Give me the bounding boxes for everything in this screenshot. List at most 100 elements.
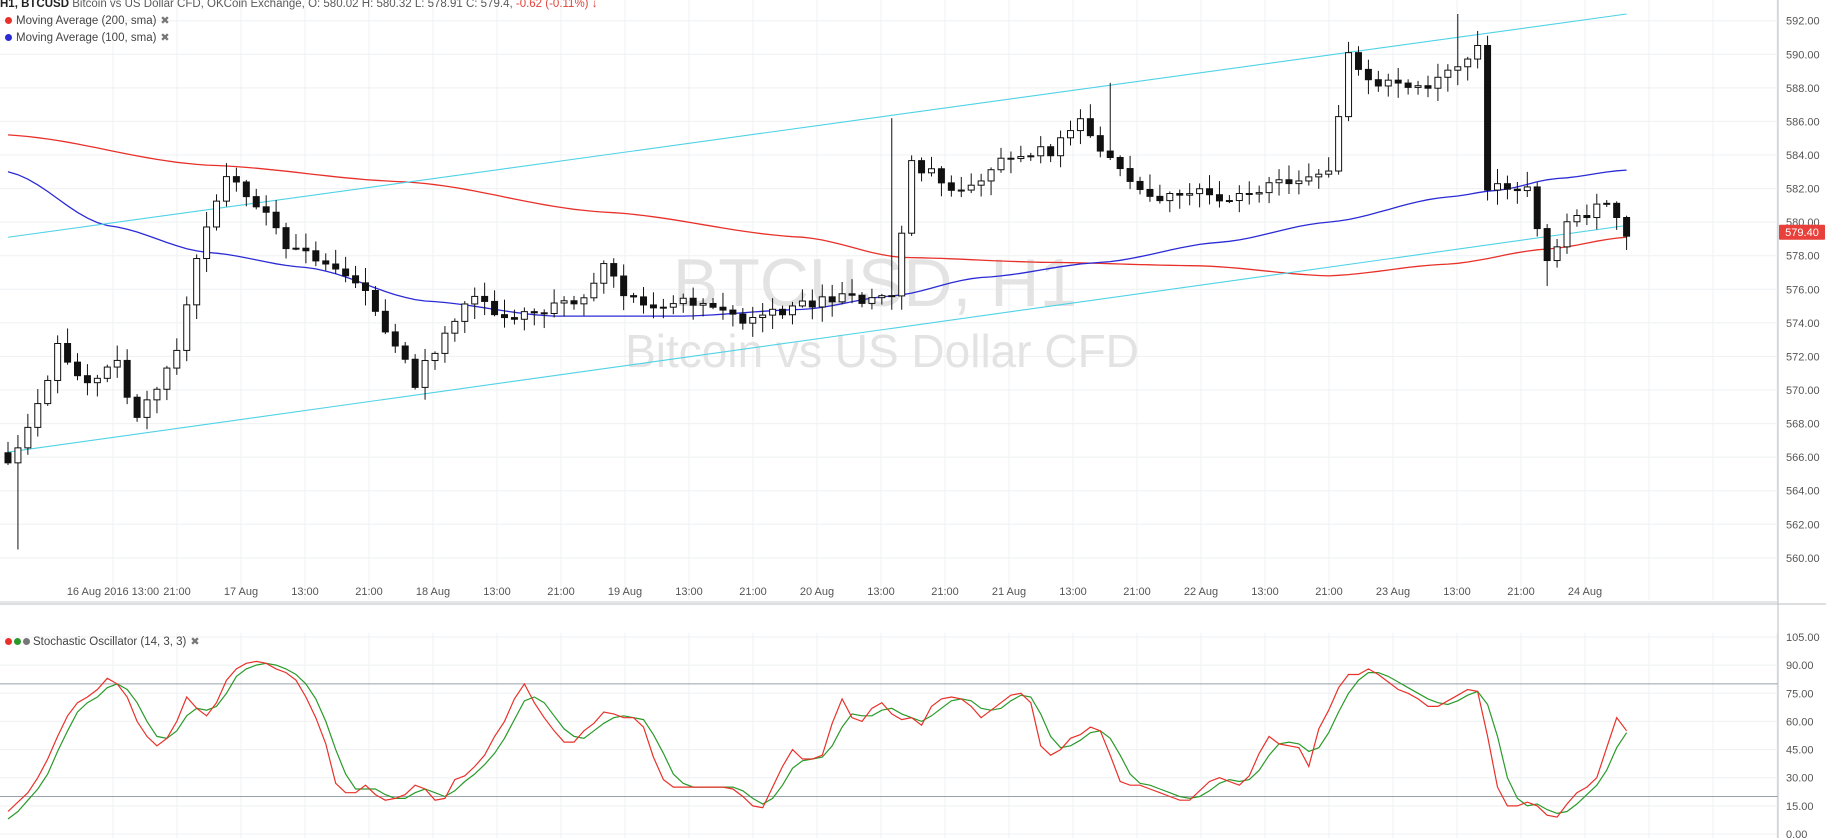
candle-body [1315,173,1323,178]
candle-body [332,263,340,270]
candle-body [54,342,62,381]
candle-body [232,176,240,183]
candle-body [1474,45,1482,60]
candle-body [1543,228,1551,262]
legend-ma200-label: Moving Average (200, sma) [16,15,157,27]
candle-body [878,295,886,299]
remove-ma200-icon[interactable]: ✖ [160,15,170,27]
candle-body [580,297,588,305]
candle-body [908,160,916,234]
candle-body [600,263,608,284]
price-axis-label: 560.00 [1786,553,1820,565]
down-arrow-icon: ↓ [591,0,598,10]
blue-dot-icon [5,34,12,41]
candle-body [103,366,111,379]
candle-body [1593,203,1601,219]
symbol-description: Bitcoin vs US Dollar CFD, OKCoin Exchang… [72,0,305,10]
candle-body [699,302,707,306]
candle-body [1533,186,1541,230]
candles [4,14,1631,550]
legend-stochastic[interactable]: Stochastic Oscillator (14, 3, 3) ✖ [5,635,200,648]
candle-body [1017,156,1025,160]
candle-body [501,314,508,319]
time-axis-label: 19 Aug [608,586,642,598]
candle-body [133,396,141,418]
candle-body [888,295,896,298]
candle-body [1325,170,1333,175]
candle-body [1146,188,1154,197]
candle-body [947,182,955,191]
candle-body [1494,183,1501,191]
candle-body [1166,193,1174,202]
candle-body [1116,156,1124,170]
stoch-axis-label: 60.00 [1786,716,1814,728]
candle-body [1136,180,1144,190]
candle-body [1285,179,1293,185]
stoch-axis-label: 75.00 [1786,688,1814,700]
candle-body [570,300,578,305]
candle-body [1583,215,1591,219]
candle-body [967,184,975,191]
price-axis-label: 590.00 [1786,49,1820,61]
candle-body [74,361,82,377]
legend-ma100-label: Moving Average (100, sma) [16,32,157,44]
candle-body [421,360,429,388]
candle-body [262,206,270,213]
legend-ma100[interactable]: Moving Average (100, sma) ✖ [5,31,170,44]
candle-body [550,302,558,314]
time-axis-label: 23 Aug [1376,586,1410,598]
candle-body [391,331,399,347]
time-axis-label: 22 Aug [1184,586,1218,598]
time-axis-label: 21:00 [163,586,191,598]
candle-body [1454,66,1462,71]
candle-body [937,168,945,184]
candle-body [1513,188,1521,192]
candle-body [461,303,469,322]
candle-body [1057,137,1065,157]
candle-body [24,426,32,449]
candle-body [1295,180,1303,185]
candle-body [1464,58,1472,68]
candle-body [143,399,151,418]
candle-body [709,302,717,308]
candle-body [520,311,528,320]
candle-body [560,300,568,304]
price-lines [7,13,1627,453]
candle-body [4,452,12,464]
time-axis-label: 21 Aug [992,586,1026,598]
time-axis-label: 21:00 [547,586,575,598]
candle-body [898,232,906,297]
candle-body [1434,76,1442,89]
time-axis-label: 13:00 [291,586,319,598]
time-axis-label: 13:00 [483,586,511,598]
candle-body [371,289,379,312]
remove-stochastic-icon[interactable]: ✖ [190,636,200,648]
candle-body [868,297,876,304]
candle-body [342,268,350,277]
candle-body [977,180,985,186]
stoch-axis-label: 90.00 [1786,660,1814,672]
candle-body [1553,246,1561,262]
candle-body [411,358,419,388]
candle-body [222,176,230,202]
candle-body [491,300,499,316]
candle-body [113,359,121,368]
candle-body [1523,186,1531,192]
candle-body [987,169,995,182]
legend-stochastic-label: Stochastic Oscillator (14, 3, 3) [33,636,187,648]
stoch-d-line [7,662,1628,820]
candle-body [282,227,290,250]
candle-body [441,332,449,354]
candle-body [1424,85,1432,89]
price-axis-label: 568.00 [1786,419,1820,431]
candle-body [1484,45,1492,191]
time-axis-label: 21:00 [1123,586,1151,598]
candle-body [1563,221,1571,248]
remove-ma100-icon[interactable]: ✖ [160,32,170,44]
candle-body [669,303,677,308]
candle-body [759,314,767,318]
candle-body [828,296,836,303]
candle-body [1037,146,1045,157]
legend-ma200[interactable]: Moving Average (200, sma) ✖ [5,14,170,27]
